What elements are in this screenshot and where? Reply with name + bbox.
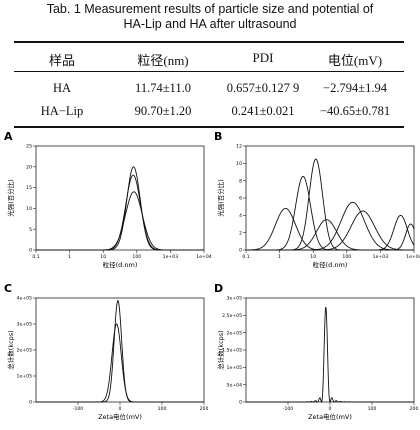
y-tick-label: 1e+05 [17,374,33,380]
series-line-3 [36,192,204,250]
y-tick-label: 0 [29,400,32,406]
y-tick-label: 25 [26,144,32,150]
table-cell-ha-potential: −2.794±1.94 [323,81,387,96]
x-tick-label: 200 [200,406,209,412]
table-cell-halip-size: 90.70±1.20 [135,104,192,119]
x-tick-label: 0.1 [32,254,39,260]
table-cell-halip-pdi: 0.241±0.021 [231,104,294,119]
chart-c: C 0 1e+05 2e+05 3e+05 4e+05 -100 0 100 200 Zeta电位(… [0,280,210,428]
y-tick-label: 3e+05 [227,296,243,302]
y-tick-label: 5e+04 [227,382,243,388]
y-tick-label: 0 [239,400,242,406]
table-header-size: 粒径(nm) [137,50,188,69]
x-tick-label: 1e+04 [406,254,420,260]
y-tick-label: 6 [239,196,242,202]
y-tick-label: 0 [239,248,242,254]
caption-line-2: HA-Lip and HA after ultrasound [0,17,420,32]
table-cell-ha-pdi: 0.657±0.127 9 [227,81,300,96]
x-tick-label: 1e+03 [163,254,179,260]
x-tick-label: 100 [342,254,351,260]
series-line-7 [246,215,414,250]
x-tick-label: 0.1 [242,254,249,260]
x-tick-label: 100 [158,406,167,412]
y-tick-label: 2 [239,230,242,236]
x-axis-title: Zeta电位(mV) [98,412,142,421]
y-axis-title: 总计数(kcps) [6,330,15,369]
y-tick-label: 12 [236,144,242,150]
y-tick-label: 3e+05 [17,322,33,328]
series-line-2 [36,324,204,402]
x-tick-label: 10 [310,254,316,260]
x-tick-label: 100 [132,254,141,260]
x-tick-label: 1e+03 [373,254,389,260]
x-axis-title: 粒径(d.nm) [103,260,138,269]
x-axis-title: 粒径(d.nm) [313,260,348,269]
series-line-3 [246,159,414,250]
table-header-sample: 样品 [49,50,75,69]
table-cell-halip-potential: −40.65±0.781 [320,104,390,119]
y-tick-label: 2e+05 [17,348,33,354]
x-tick-label: 200 [410,406,419,412]
table-header-potential: 电位(mV) [328,50,382,69]
chart-b: B 0 2 4 6 8 10 12 0.1 1 10 100 1e+03 1e+04 粒径(d.nm) 光强(… [210,128,420,276]
x-tick-label: -100 [283,406,294,412]
x-tick-label: 100 [368,406,377,412]
panel-label: B [214,130,222,143]
x-axis-title: Zeta电位(mV) [308,412,352,421]
table-caption: Tab. 1 Measurement results of particle s… [0,2,420,32]
x-tick-label: 0 [329,406,332,412]
x-tick-label: 10 [100,254,106,260]
y-axis-title: 总计数(kcps) [216,330,225,369]
series-line-6 [246,211,414,250]
y-tick-label: 2.5e+05 [222,313,242,319]
table-top-rule [14,41,404,43]
y-tick-label: 2e+05 [227,330,243,336]
y-tick-label: 5 [29,227,32,233]
panel-label: A [4,130,13,143]
x-tick-label: 1 [278,254,281,260]
y-tick-label: 4e+05 [17,296,33,302]
series-line-1 [246,307,414,402]
table-header-pdi: PDI [253,50,274,66]
y-tick-label: 10 [236,161,242,167]
plot-frame [246,298,414,402]
table-cell-ha-sample: HA [53,81,71,96]
series-line-1 [36,167,204,250]
series-line-1 [246,208,414,250]
y-tick-label: 1e+05 [227,365,243,371]
y-tick-label: 8 [239,178,242,184]
table-header-rule [14,71,404,72]
table-cell-ha-size: 11.74±11.0 [135,81,191,96]
y-tick-label: 1.5e+05 [222,348,242,354]
y-tick-label: 4 [239,213,242,219]
x-tick-label: -100 [73,406,84,412]
y-tick-label: 0 [29,248,32,254]
x-tick-label: 0 [119,406,122,412]
y-tick-label: 10 [26,206,32,212]
chart-d: D 0 5e+04 1e+05 1.5e+05 2e+05 2.5e+05 3e+05 -100… [210,280,420,428]
series-line-1 [36,301,204,402]
y-tick-label: 15 [26,185,32,191]
y-axis-title: 光强(百分比) [216,179,225,217]
table-cell-halip-sample: HA−Lip [41,104,83,119]
y-tick-label: 20 [26,164,32,170]
x-tick-label: 1 [68,254,71,260]
y-axis-title: 光强(百分比) [6,179,15,217]
panel-label: C [4,282,12,295]
panel-label: D [214,282,223,295]
caption-line-1: Tab. 1 Measurement results of particle s… [0,2,420,17]
